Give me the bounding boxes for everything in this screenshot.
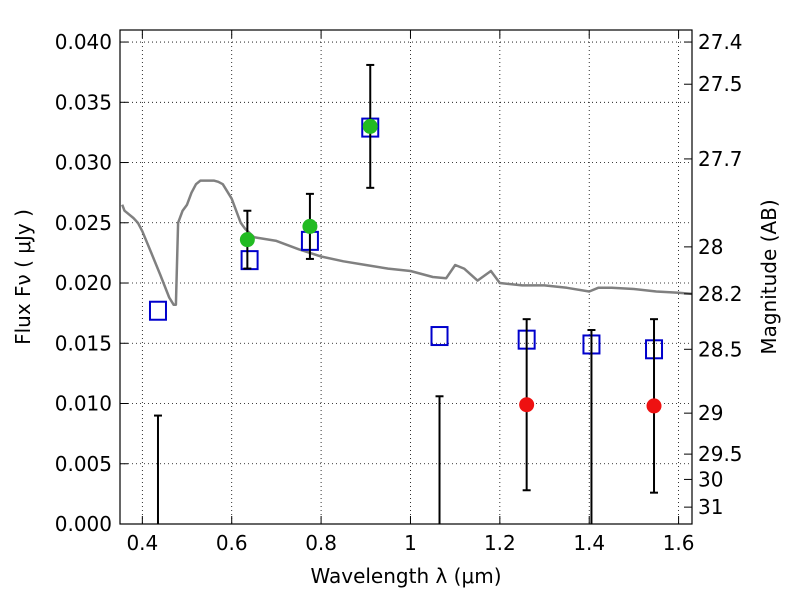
y-tick-label-left: 0.030: [55, 151, 112, 175]
y-tick-label-right: 29.5: [698, 442, 743, 466]
axes-frame: [119, 29, 693, 525]
y-tick-label-left: 0.010: [55, 392, 112, 416]
y-tick-label-right: 31: [698, 495, 723, 519]
y-tick-label-left: 0.020: [55, 271, 112, 295]
y-tick-label-right: 28.5: [698, 337, 743, 361]
grid: [120, 30, 692, 525]
x-tick-label: 1.6: [663, 531, 695, 555]
y-tick-label-right: 29: [698, 401, 723, 425]
y-tick-label-left: 0.040: [55, 30, 112, 54]
x-axis-label: Wavelength λ (μm): [310, 564, 501, 588]
y-tick-label-right: 27.4: [698, 30, 743, 54]
data-layer: [121, 63, 692, 524]
observed-point: [362, 118, 378, 134]
y-axis-label-right: Magnitude (AB): [757, 199, 781, 354]
model-point-square: [240, 250, 259, 271]
y-tick-label-left: 0.035: [55, 90, 112, 114]
model-spectrum-line: [121, 179, 692, 306]
x-tick-label: 0.8: [305, 531, 337, 555]
y-tick-label-right: 28: [698, 235, 723, 259]
y-tick-label-right: 27.5: [698, 72, 743, 96]
x-tick-label: 1.2: [484, 531, 516, 555]
model-point-square: [430, 326, 449, 347]
y-tick-label-left: 0.015: [55, 331, 112, 355]
x-tick-label: 1.4: [573, 531, 605, 555]
y-tick-label-left: 0.000: [55, 512, 112, 536]
x-tick-label: 0.4: [126, 531, 158, 555]
y-tick-label-right: 27.7: [698, 147, 743, 171]
x-tick-label: 0.6: [216, 531, 248, 555]
y-axis-label-left: Flux Fν ( μJy ): [11, 209, 35, 345]
observed-point: [302, 218, 318, 234]
ticks: 0.4 0.6 0.8 1 1.2 1.4 1.6 0.000 0.005 0.010 0.015 0…: [55, 30, 743, 555]
x-tick-label: 1: [404, 531, 417, 555]
observed-point: [239, 232, 255, 248]
y-tick-label-left: 0.005: [55, 452, 112, 476]
observed-point: [519, 397, 535, 413]
y-tick-label-right: 28.2: [698, 282, 743, 306]
y-tick-label-left: 0.025: [55, 211, 112, 235]
plot-frame: [119, 29, 693, 525]
observed-point: [646, 398, 662, 414]
model-point-square: [148, 300, 167, 321]
y-tick-label-right: 30: [698, 467, 723, 491]
